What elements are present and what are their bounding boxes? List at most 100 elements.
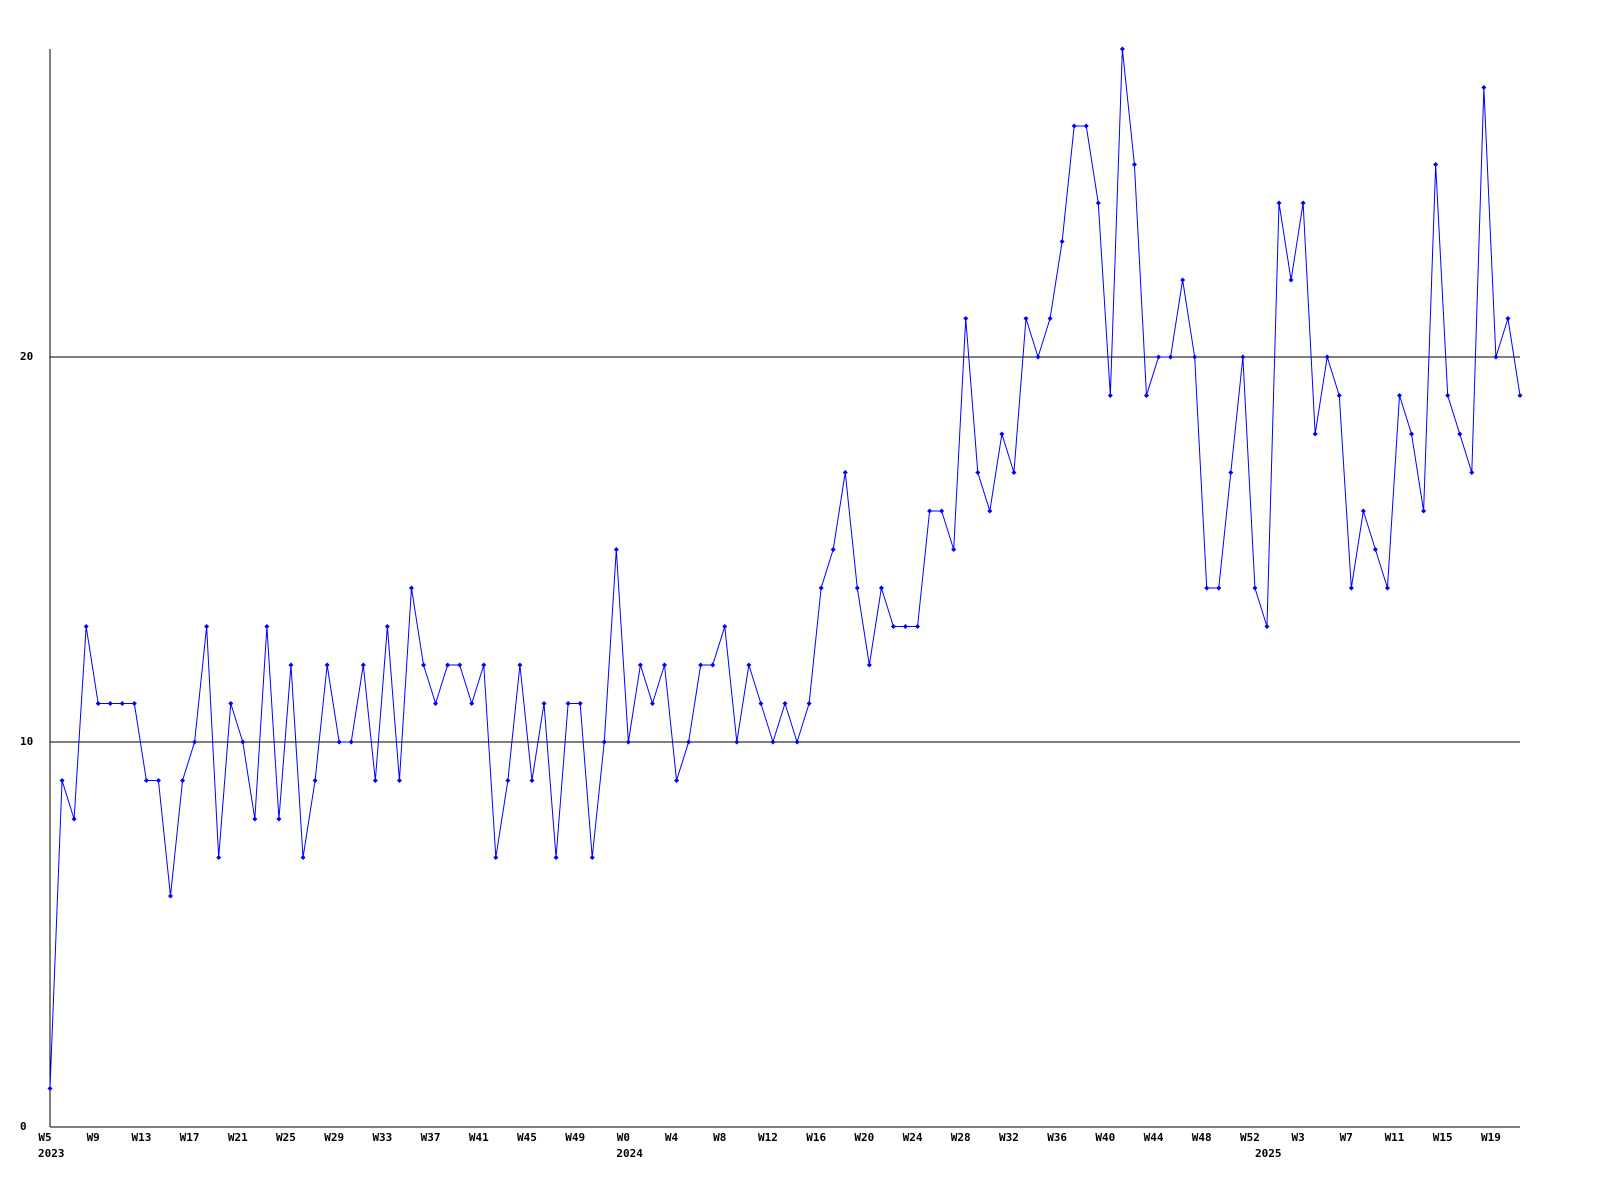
x-tick-label: W17 — [180, 1131, 200, 1144]
x-tick-label: W44 — [1144, 1131, 1164, 1144]
data-point — [348, 739, 354, 745]
data-point — [794, 739, 800, 745]
x-tick-label: W32 — [999, 1131, 1019, 1144]
data-point — [1035, 354, 1041, 360]
data-point — [613, 547, 619, 552]
data-point — [445, 662, 451, 668]
data-point — [770, 739, 776, 745]
data-point — [951, 547, 957, 552]
data-point — [698, 662, 704, 668]
x-tick-label: W9 — [87, 1131, 100, 1144]
data-point — [1168, 354, 1174, 360]
data-point — [143, 778, 149, 783]
data-point — [59, 778, 65, 783]
data-point — [276, 816, 282, 822]
data-point — [457, 662, 463, 668]
data-point — [1336, 393, 1342, 398]
data-point — [927, 508, 933, 514]
x-tick-label: W49 — [565, 1131, 585, 1144]
data-point — [686, 739, 692, 745]
data-point — [1421, 508, 1427, 514]
year-label: 2024 — [616, 1147, 643, 1160]
data-point — [1517, 393, 1523, 398]
data-point — [1095, 200, 1101, 206]
x-tick-label: W41 — [469, 1131, 489, 1144]
x-tick-label: W8 — [713, 1131, 726, 1144]
data-point — [915, 624, 921, 629]
data-point — [975, 470, 981, 475]
data-point — [167, 893, 173, 899]
data-point — [1083, 123, 1089, 129]
x-tick-label: W37 — [421, 1131, 441, 1144]
data-point — [1143, 393, 1149, 398]
data-point — [481, 662, 487, 668]
data-line — [49, 48, 1521, 1089]
x-tick-label: W21 — [228, 1131, 248, 1144]
data-point — [396, 778, 402, 783]
data-point — [192, 739, 198, 745]
data-point — [288, 662, 294, 668]
x-tick-label: W45 — [517, 1131, 537, 1144]
data-point — [1409, 431, 1415, 437]
x-tick-label: W48 — [1192, 1131, 1212, 1144]
y-tick-label: 20 — [20, 350, 33, 363]
data-point — [228, 701, 234, 706]
data-point — [119, 701, 125, 706]
data-point — [830, 547, 836, 552]
data-point — [1300, 200, 1306, 206]
data-point — [1312, 431, 1318, 437]
data-point — [1240, 354, 1246, 360]
x-tick-label: W13 — [131, 1131, 151, 1144]
data-point — [1493, 354, 1499, 360]
data-point — [517, 662, 523, 668]
data-point — [1445, 393, 1451, 398]
data-point — [1192, 354, 1198, 360]
x-tick-label: W15 — [1433, 1131, 1453, 1144]
data-point — [589, 855, 595, 860]
data-point — [240, 739, 246, 745]
data-point — [577, 701, 583, 706]
year-label: 2025 — [1255, 1147, 1282, 1160]
data-point — [252, 816, 258, 822]
x-tick-label: W3 — [1291, 1131, 1304, 1144]
x-tick-label: W36 — [1047, 1131, 1067, 1144]
data-point — [155, 778, 161, 783]
data-point — [408, 585, 414, 591]
data-point — [324, 662, 330, 668]
data-point — [1180, 277, 1186, 283]
x-tick-label: W7 — [1340, 1131, 1353, 1144]
data-point — [1228, 470, 1234, 475]
data-point — [529, 778, 535, 783]
data-point — [1288, 277, 1294, 283]
data-point — [384, 624, 390, 629]
data-point — [312, 778, 318, 783]
data-point — [782, 701, 788, 706]
data-point — [493, 855, 499, 860]
data-point — [1119, 46, 1125, 52]
data-point — [842, 470, 848, 475]
data-point — [601, 739, 607, 745]
data-point — [674, 778, 680, 783]
data-point — [1276, 200, 1282, 206]
data-point — [854, 585, 860, 591]
data-point — [1216, 585, 1222, 591]
x-tick-label: W0 — [617, 1131, 630, 1144]
data-point — [710, 662, 716, 668]
data-point — [939, 508, 945, 514]
data-point — [95, 701, 101, 706]
x-tick-label: W52 — [1240, 1131, 1260, 1144]
x-tick-label: W16 — [806, 1131, 826, 1144]
x-tick-label: W40 — [1095, 1131, 1115, 1144]
x-tick-label: W5 — [38, 1131, 51, 1144]
year-label: 2023 — [38, 1147, 65, 1160]
data-point — [107, 701, 113, 706]
data-point — [565, 701, 571, 706]
data-point — [734, 739, 740, 745]
data-point — [1348, 585, 1354, 591]
data-point — [1156, 354, 1162, 360]
x-tick-label: W25 — [276, 1131, 296, 1144]
data-point — [1372, 547, 1378, 552]
data-point — [649, 701, 655, 706]
x-tick-label: W19 — [1481, 1131, 1501, 1144]
